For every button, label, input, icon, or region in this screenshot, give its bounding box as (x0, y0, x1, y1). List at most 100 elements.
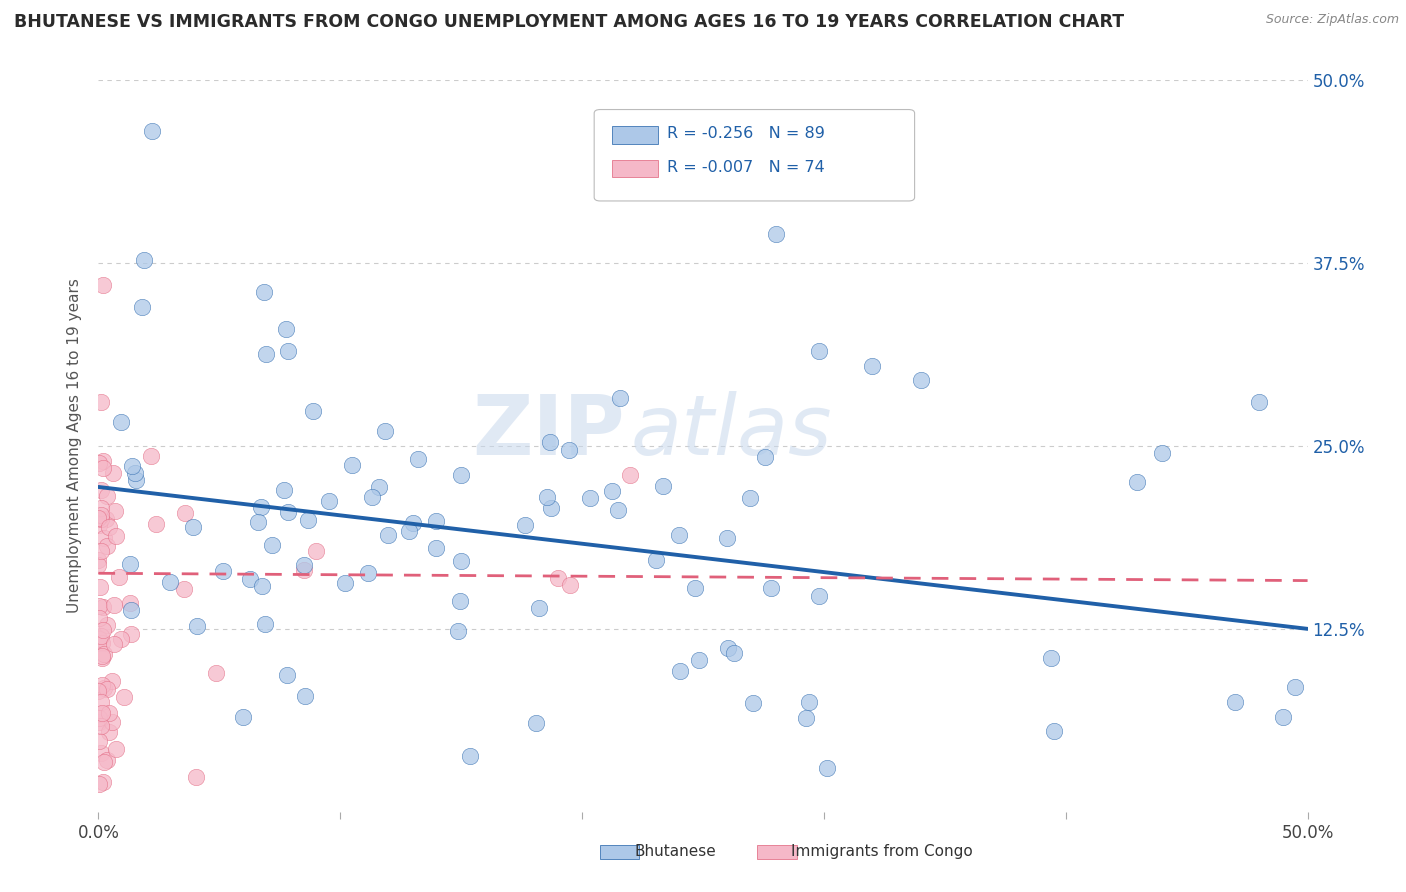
Point (292, 563, 315, 577)
Point (239, 572, 262, 586)
Point (94, 512, 117, 526)
Text: atlas: atlas (630, 391, 832, 472)
Point (89, 733, 111, 747)
Point (685, 581, 707, 595)
Point (120, 627, 142, 641)
Point (524, 716, 547, 731)
Point (460, 748, 482, 763)
Point (292, 558, 315, 573)
Point (357, 566, 380, 580)
Point (398, 524, 420, 539)
Point (90, 707, 112, 722)
Point (103, 598, 125, 612)
Point (540, 501, 562, 516)
Point (103, 637, 125, 651)
Text: R = -0.007   N = 74: R = -0.007 N = 74 (666, 160, 824, 175)
Point (89, 632, 111, 646)
Point (91, 461, 114, 475)
Point (450, 468, 472, 483)
Point (90, 395, 112, 409)
Point (246, 515, 269, 529)
Text: ZIP: ZIP (472, 391, 624, 472)
Point (1223, 695, 1246, 709)
Point (97, 724, 120, 739)
Point (87, 599, 110, 613)
Point (90, 695, 112, 709)
Point (87, 518, 110, 533)
Point (120, 603, 142, 617)
Point (276, 321, 298, 335)
Point (305, 544, 328, 558)
FancyBboxPatch shape (758, 846, 797, 858)
Point (754, 450, 776, 464)
Point (87, 684, 110, 698)
Point (742, 697, 765, 711)
Point (447, 624, 470, 638)
Point (860, 359, 883, 373)
Point (212, 564, 235, 578)
Point (619, 468, 641, 483)
Point (91, 453, 114, 467)
Point (1042, 724, 1064, 739)
FancyBboxPatch shape (613, 160, 658, 178)
Point (205, 665, 228, 680)
Point (250, 500, 273, 514)
Point (277, 343, 299, 358)
Point (89, 512, 111, 526)
Point (276, 668, 298, 682)
Point (93, 681, 115, 695)
Text: BHUTANESE VS IMMIGRANTS FROM CONGO UNEMPLOYMENT AMONG AGES 16 TO 19 YEARS CORREL: BHUTANESE VS IMMIGRANTS FROM CONGO UNEMP… (14, 13, 1125, 31)
Point (125, 473, 148, 487)
Point (132, 252, 155, 267)
Point (87, 776, 110, 790)
Point (93, 647, 115, 661)
Point (277, 505, 299, 519)
FancyBboxPatch shape (595, 110, 915, 201)
Point (87, 715, 110, 730)
Point (174, 506, 197, 520)
Point (759, 581, 782, 595)
Point (273, 483, 295, 498)
Point (402, 516, 425, 530)
Point (406, 451, 429, 466)
Point (609, 392, 631, 406)
Point (87, 553, 110, 567)
Point (139, 449, 162, 463)
Point (361, 490, 384, 504)
Point (87, 711, 110, 725)
Point (100, 715, 122, 730)
Point (645, 553, 668, 567)
Point (740, 491, 762, 505)
Point (91, 636, 114, 650)
Point (90, 483, 112, 497)
Point (799, 694, 821, 708)
Text: Immigrants from Congo: Immigrants from Congo (792, 844, 973, 859)
Point (374, 424, 396, 438)
Point (93, 531, 115, 545)
Point (252, 285, 274, 299)
Point (579, 491, 602, 505)
Point (90, 719, 112, 733)
Point (301, 403, 323, 417)
Point (794, 711, 817, 725)
Point (1284, 681, 1306, 695)
Point (1152, 446, 1174, 460)
Point (602, 483, 624, 498)
Point (124, 467, 146, 481)
Text: Bhutanese: Bhutanese (634, 844, 716, 859)
Point (688, 653, 710, 667)
Point (110, 416, 132, 430)
Point (294, 689, 316, 703)
Point (91, 678, 114, 692)
Point (96, 753, 118, 767)
Point (335, 575, 357, 590)
Point (425, 514, 447, 528)
Point (815, 761, 838, 775)
Point (513, 517, 536, 532)
Point (90, 501, 112, 516)
Point (254, 617, 277, 632)
Point (90, 649, 112, 664)
Point (98, 706, 121, 720)
Point (87, 456, 110, 470)
Point (1126, 475, 1149, 490)
